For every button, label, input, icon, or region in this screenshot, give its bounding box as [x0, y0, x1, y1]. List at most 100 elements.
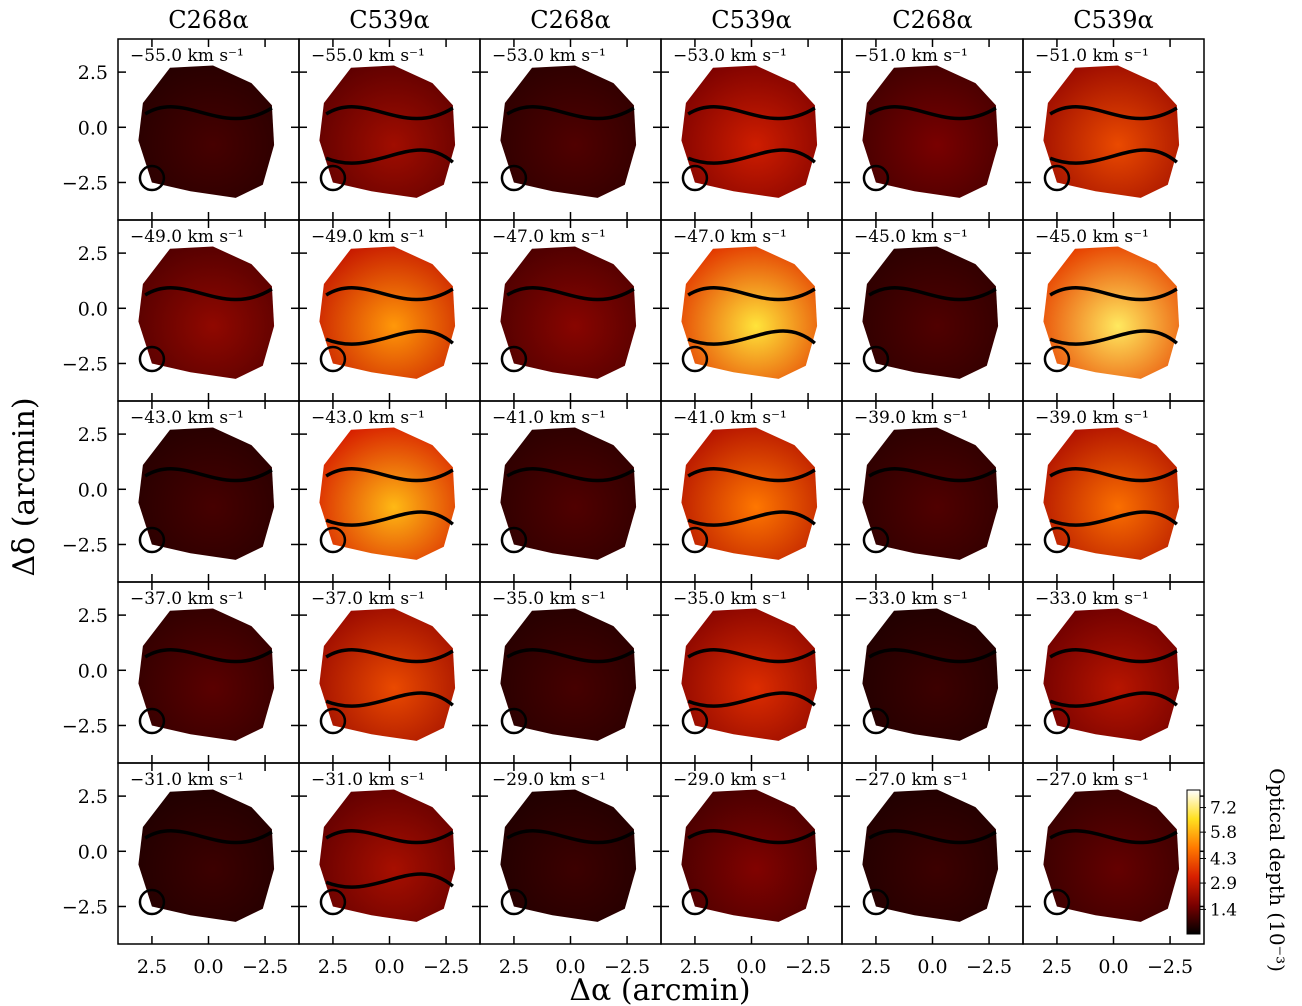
y-tick-label: 0.0 [78, 660, 108, 682]
contour-line [1049, 691, 1178, 708]
velocity-label: −51.0 km s⁻¹ [854, 46, 968, 66]
y-axis-label: Δδ (arcmin) [7, 397, 42, 576]
contour-line [506, 105, 635, 121]
y-tick-label: 2.5 [78, 243, 108, 265]
contour-line [687, 691, 816, 708]
colorbar-tick-label: 2.9 [1210, 874, 1237, 894]
contour-line [1049, 286, 1178, 302]
optical-depth-region [500, 789, 637, 922]
optical-depth-region [862, 65, 999, 198]
optical-depth-region [500, 608, 637, 741]
beam-circle [500, 164, 528, 192]
velocity-label: −53.0 km s⁻¹ [673, 46, 787, 66]
x-axis-label: Δα (arcmin) [569, 973, 750, 1006]
beam-circle [862, 707, 890, 735]
velocity-label: −43.0 km s⁻¹ [130, 408, 244, 428]
x-tick-label: −2.5 [785, 956, 831, 978]
contour-line [868, 286, 997, 302]
beam-circle [500, 888, 528, 916]
beam-circle [500, 345, 528, 373]
map-panel-r2-c5: −45.0 km s⁻¹ [841, 219, 1024, 402]
velocity-label: −29.0 km s⁻¹ [673, 770, 787, 790]
contour-line [1049, 648, 1178, 664]
velocity-label: −29.0 km s⁻¹ [492, 770, 606, 790]
x-tick-label: 0.0 [555, 956, 585, 978]
beam-circle [138, 345, 166, 373]
contour-line [144, 467, 273, 483]
velocity-label: −53.0 km s⁻¹ [492, 46, 606, 66]
beam-circle [862, 888, 890, 916]
map-panel-r4-c1: −37.0 km s⁻¹ [117, 581, 300, 764]
y-tick-label: −2.5 [62, 896, 108, 918]
y-tick-label: 0.0 [78, 117, 108, 139]
contour-line [687, 329, 816, 346]
optical-depth-region [681, 608, 818, 741]
x-tick-label: 0.0 [374, 956, 404, 978]
contour-line [687, 829, 816, 845]
contour-line [868, 105, 997, 121]
contour-line [1049, 829, 1178, 845]
beam-circle [138, 707, 166, 735]
optical-depth-region [138, 608, 275, 741]
map-panel-r5-c3: −29.0 km s⁻¹ [479, 762, 662, 945]
velocity-label: −31.0 km s⁻¹ [130, 770, 244, 790]
beam-circle [681, 164, 709, 192]
contour-line [1049, 148, 1178, 165]
velocity-label: −41.0 km s⁻¹ [673, 408, 787, 428]
map-panel-r2-c4: −47.0 km s⁻¹ [660, 219, 843, 402]
contour-line [325, 286, 454, 302]
contour-line [687, 286, 816, 302]
optical-depth-region [319, 789, 456, 922]
velocity-label: −39.0 km s⁻¹ [1035, 408, 1149, 428]
contour-line [325, 467, 454, 483]
colorbar-tick-label: 4.3 [1210, 849, 1237, 869]
colorbar-tick-label: 5.8 [1210, 823, 1237, 843]
column-header-2: C539α [349, 6, 429, 34]
optical-depth-region [138, 427, 275, 560]
map-panel-r5-c1: −31.0 km s⁻¹ [117, 762, 300, 945]
optical-depth-region [862, 608, 999, 741]
contour-line [687, 510, 816, 527]
contour-line [868, 648, 997, 664]
y-tick-label: 2.5 [78, 62, 108, 84]
optical-depth-region [500, 65, 637, 198]
contour-line [1049, 329, 1178, 346]
beam-circle [1043, 345, 1071, 373]
velocity-label: −47.0 km s⁻¹ [673, 227, 787, 247]
map-panel-r3-c1: −43.0 km s⁻¹ [117, 400, 300, 583]
contour-line [506, 648, 635, 664]
map-panel-r1-c3: −53.0 km s⁻¹ [479, 38, 662, 221]
beam-circle [319, 164, 347, 192]
beam-circle [681, 707, 709, 735]
contour-line [144, 286, 273, 302]
map-panel-r5-c2: −31.0 km s⁻¹ [298, 762, 481, 945]
colorbar-tick-label: 1.4 [1210, 900, 1237, 920]
contour-line [144, 648, 273, 664]
y-tick-label: 2.5 [78, 786, 108, 808]
map-panel-r5-c4: −29.0 km s⁻¹ [660, 762, 843, 945]
map-panel-r2-c3: −47.0 km s⁻¹ [479, 219, 662, 402]
contour-line [325, 691, 454, 708]
map-panel-r2-c2: −49.0 km s⁻¹ [298, 219, 481, 402]
map-panel-r5-c5: −27.0 km s⁻¹ [841, 762, 1024, 945]
velocity-label: −43.0 km s⁻¹ [311, 408, 425, 428]
x-tick-label: 2.5 [680, 956, 710, 978]
contour-line [1049, 510, 1178, 527]
optical-depth-region [319, 427, 456, 560]
beam-circle [1043, 164, 1071, 192]
beam-circle [319, 888, 347, 916]
velocity-label: −45.0 km s⁻¹ [1035, 227, 1149, 247]
y-tick-label: −2.5 [62, 353, 108, 375]
map-panel-r2-c6: −45.0 km s⁻¹ [1022, 219, 1205, 402]
x-tick-label: 0.0 [736, 956, 766, 978]
velocity-label: −27.0 km s⁻¹ [1035, 770, 1149, 790]
contour-line [325, 829, 454, 845]
map-panel-r1-c1: −55.0 km s⁻¹ [117, 38, 300, 221]
velocity-label: −49.0 km s⁻¹ [311, 227, 425, 247]
map-panel-r3-c3: −41.0 km s⁻¹ [479, 400, 662, 583]
map-panel-r2-c1: −49.0 km s⁻¹ [117, 219, 300, 402]
x-tick-label: −2.5 [604, 956, 650, 978]
optical-depth-region [500, 246, 637, 379]
velocity-label: −41.0 km s⁻¹ [492, 408, 606, 428]
beam-circle [500, 526, 528, 554]
